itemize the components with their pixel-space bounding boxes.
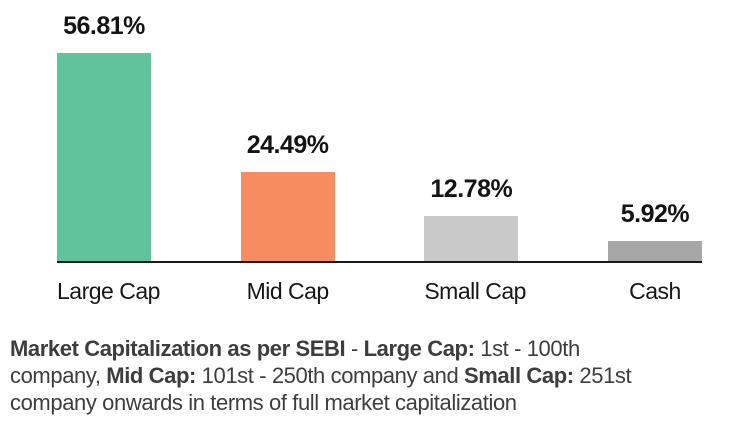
bar-value-label-cash: 5.92%	[620, 200, 690, 228]
category-label-mid-cap: Mid Cap	[246, 278, 330, 304]
footnote-bold-segment: Market Capitalization as per SEBI	[10, 336, 346, 361]
category-label-small-cap: Small Cap	[424, 278, 526, 304]
footnote-line-2: company, Mid Cap: 101st - 250th company …	[10, 362, 743, 389]
footnote-text: Market Capitalization as per SEBI - Larg…	[10, 335, 743, 416]
bar-cash	[607, 241, 702, 263]
footnote-segment: -	[345, 336, 364, 361]
footnote-bold-segment: Small Cap:	[464, 363, 574, 388]
footnote-segment: company,	[10, 363, 107, 388]
chart-plot-area: 56.81% 24.49% 12.78% 5.92%	[57, 0, 702, 263]
footnote-segment: 251st	[573, 363, 632, 388]
footnote-segment: company onwards in terms of full market …	[10, 390, 517, 415]
footnote-segment: 1st - 100th	[474, 336, 580, 361]
bar-value-label-small-cap: 12.78%	[430, 175, 513, 203]
category-label-large-cap: Large Cap	[57, 278, 160, 304]
footnote-line-3: company onwards in terms of full market …	[10, 389, 743, 416]
bar-column-mid-cap: 24.49%	[240, 0, 335, 263]
bar-value-label-mid-cap: 24.49%	[246, 131, 329, 159]
footnote-bold-segment: Large Cap:	[363, 336, 475, 361]
category-label-cash: Cash	[629, 278, 681, 304]
category-labels-row: Large Cap Mid Cap Small Cap Cash	[57, 279, 702, 303]
x-axis-line	[57, 261, 702, 263]
bar-column-small-cap: 12.78%	[424, 0, 519, 263]
bar-column-cash: 5.92%	[607, 0, 702, 263]
footnote-segment: 101st - 250th company and	[195, 363, 464, 388]
bar-mid-cap	[240, 172, 335, 263]
bar-large-cap	[57, 53, 151, 263]
footnote-line-1: Market Capitalization as per SEBI - Larg…	[10, 335, 743, 362]
bar-value-label-large-cap: 56.81%	[63, 12, 145, 40]
bar-column-large-cap: 56.81%	[57, 0, 151, 263]
bar-small-cap	[424, 216, 519, 263]
footnote-bold-segment: Mid Cap:	[106, 363, 196, 388]
